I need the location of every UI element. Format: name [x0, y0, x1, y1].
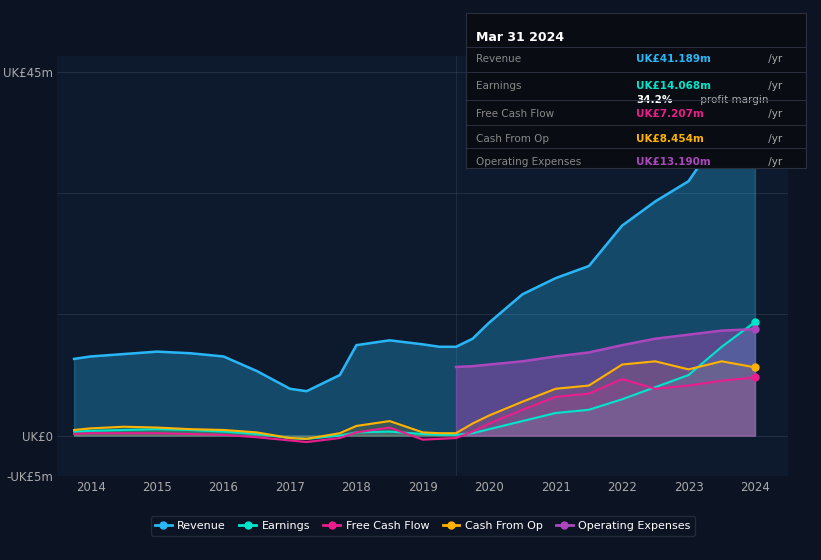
Text: UK£41.189m: UK£41.189m: [635, 54, 711, 64]
Text: UK£14.068m: UK£14.068m: [635, 81, 711, 91]
Text: Revenue: Revenue: [475, 54, 521, 64]
Text: 34.2%: 34.2%: [635, 95, 672, 105]
Text: /yr: /yr: [765, 133, 782, 143]
Text: /yr: /yr: [765, 157, 782, 167]
Text: profit margin: profit margin: [697, 95, 768, 105]
Text: /yr: /yr: [765, 109, 782, 119]
Text: Free Cash Flow: Free Cash Flow: [475, 109, 554, 119]
Text: Operating Expenses: Operating Expenses: [475, 157, 581, 167]
Text: /yr: /yr: [765, 81, 782, 91]
Text: Mar 31 2024: Mar 31 2024: [475, 31, 564, 44]
Text: /yr: /yr: [765, 54, 782, 64]
Text: UK£8.454m: UK£8.454m: [635, 133, 704, 143]
Text: UK£7.207m: UK£7.207m: [635, 109, 704, 119]
Text: Cash From Op: Cash From Op: [475, 133, 548, 143]
Legend: Revenue, Earnings, Free Cash Flow, Cash From Op, Operating Expenses: Revenue, Earnings, Free Cash Flow, Cash …: [150, 516, 695, 535]
Text: Earnings: Earnings: [475, 81, 521, 91]
Text: UK£13.190m: UK£13.190m: [635, 157, 711, 167]
